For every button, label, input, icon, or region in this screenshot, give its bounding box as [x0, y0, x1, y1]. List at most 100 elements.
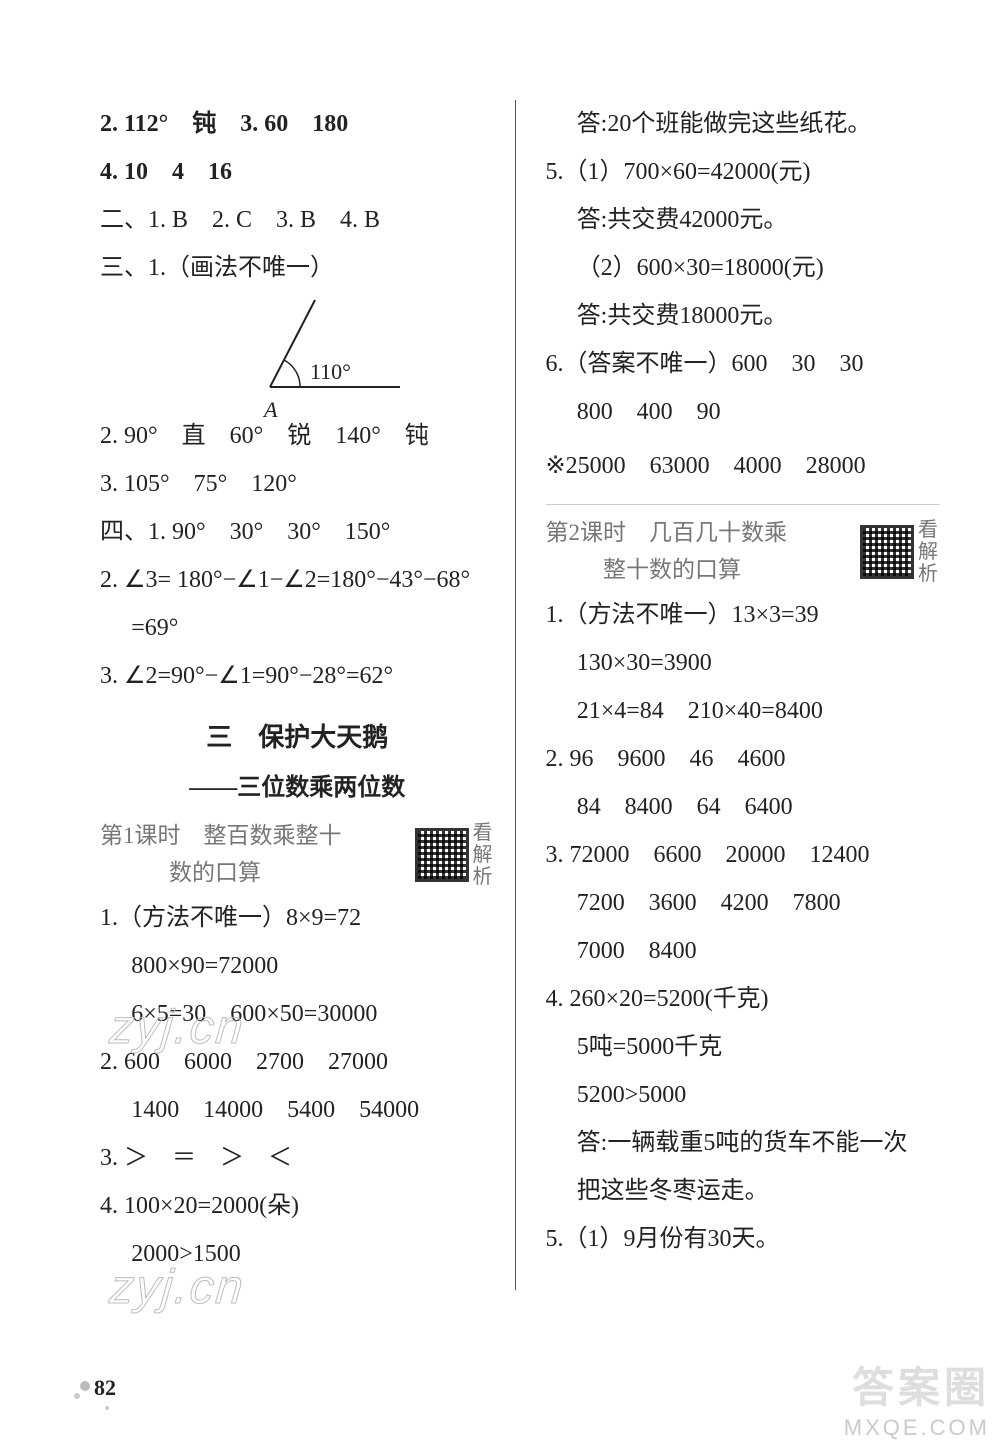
text-line: 7000 8400 [546, 927, 941, 975]
angle-degree: 110° [310, 350, 351, 394]
answer-text: 6×5=30 600×50=30000 [131, 1001, 377, 1027]
text-line: 7200 3600 4200 7800 [546, 879, 941, 927]
text-line: 把这些冬枣运走。 [546, 1167, 941, 1215]
page: 2. 112° 钝 3. 60 180 4. 10 4 16 二、1. B 2.… [0, 0, 1000, 1330]
answer-text: 4. 10 4 16 [100, 159, 232, 185]
text-line: 2. 90° 直 60° 锐 140° 钝 [100, 412, 495, 460]
lesson-title-line1: 第1课时 整百数乘整十 [100, 823, 342, 848]
qr-label: 看解析 [918, 519, 940, 585]
angle-figure: 110° A [220, 292, 440, 412]
answer-text: 1400 14000 5400 54000 [131, 1097, 419, 1123]
answer-text: 二、1. B 2. C 3. B 4. B [100, 207, 380, 233]
text-line: 答:20个班能做完这些纸花。 [546, 100, 941, 148]
left-column: 2. 112° 钝 3. 60 180 4. 10 4 16 二、1. B 2.… [100, 100, 515, 1290]
text-line: 4. 10 4 16 [100, 148, 495, 196]
text-line: 四、1. 90° 30° 30° 150° [100, 508, 495, 556]
answer-text: 2. 112° 钝 3. 60 180 [100, 111, 348, 137]
text-line: 5200>5000 [546, 1071, 941, 1119]
answer-text: 6.（答案不唯一）600 30 30 [546, 351, 864, 377]
page-number: 82 [94, 1375, 116, 1401]
answer-text: 2000>1500 [131, 1241, 241, 1267]
text-line: 2000>1500 [100, 1230, 495, 1278]
answer-text: 答:共交费42000元。 [577, 207, 788, 233]
text-line: 二、1. B 2. C 3. B 4. B [100, 196, 495, 244]
watermark-corner: 答案圈 MXQE.COM [844, 1354, 990, 1441]
lesson-title-line2: 数的口算 [100, 860, 261, 885]
answer-text: 2. 600 6000 2700 27000 [100, 1049, 388, 1075]
text-line: 6×5=30 600×50=30000 [100, 990, 495, 1038]
answer-text: 3. ∠2=90°−∠1=90°−28°=62° [100, 663, 393, 689]
qr-label: 看解析 [473, 822, 495, 888]
text-line: 2. 96 9600 46 4600 [546, 735, 941, 783]
watermark-brand: 答案圈 [844, 1354, 990, 1415]
answer-text: 2. 96 9600 46 4600 [546, 746, 786, 772]
answer-text: 3. ＞ ＝ ＞ ＜ [100, 1145, 292, 1171]
answer-text: 四、1. 90° 30° 30° 150° [100, 519, 390, 545]
text-line: 答:一辆载重5吨的货车不能一次 [546, 1119, 941, 1167]
text-line: 答:共交费42000元。 [546, 196, 941, 244]
answer-text: 4. 100×20=2000(朵) [100, 1193, 299, 1219]
text-line: 21×4=84 210×40=8400 [546, 687, 941, 735]
answer-text: 5.（1）700×60=42000(元) [546, 159, 811, 185]
answer-text: 答:一辆载重5吨的货车不能一次 [577, 1130, 908, 1156]
answer-text: 7200 3600 4200 7800 [577, 890, 841, 916]
text-line: 84 8400 64 6400 [546, 783, 941, 831]
lesson-title: 第2课时 几百几十数乘 整十数的口算 [546, 515, 861, 589]
right-column: 答:20个班能做完这些纸花。 5.（1）700×60=42000(元) 答:共交… [515, 100, 941, 1290]
qr-code-icon[interactable] [415, 828, 469, 882]
text-line: 4. 100×20=2000(朵) [100, 1182, 495, 1230]
text-line: 5.（1）9月份有30天。 [546, 1215, 941, 1263]
answer-text: 三、1.（画法不唯一） [100, 255, 334, 281]
watermark-url: MXQE.COM [844, 1415, 990, 1441]
text-line: 4. 260×20=5200(千克) [546, 975, 941, 1023]
lesson-title-line2: 整十数的口算 [546, 557, 742, 582]
text-line: 2. ∠3= 180°−∠1−∠2=180°−43°−68° [100, 556, 495, 604]
text-line: 800 400 90 [546, 388, 941, 436]
lesson-title-line1: 第2课时 几百几十数乘 [546, 520, 788, 545]
angle-vertex-label: A [264, 388, 277, 432]
text-line: 5吨=5000千克 [546, 1023, 941, 1071]
answer-text: 3. 105° 75° 120° [100, 471, 297, 497]
answer-text: 21×4=84 210×40=8400 [577, 698, 823, 724]
text-line: ※25000 63000 4000 28000 [546, 442, 941, 490]
text-line: 2. 112° 钝 3. 60 180 [100, 100, 495, 148]
answer-text: 答:20个班能做完这些纸花。 [577, 111, 872, 137]
answer-text: 84 8400 64 6400 [577, 794, 793, 820]
answer-text: 7000 8400 [577, 938, 697, 964]
lesson-header: 第2课时 几百几十数乘 整十数的口算 看解析 [546, 504, 941, 589]
answer-text: 5吨=5000千克 [577, 1034, 723, 1060]
answer-text: =69° [131, 615, 178, 641]
text-line: 1.（方法不唯一）8×9=72 [100, 894, 495, 942]
answer-text: 答:共交费18000元。 [577, 303, 788, 329]
answer-text: 1.（方法不唯一）8×9=72 [100, 905, 361, 931]
answer-text: 3. 72000 6600 20000 12400 [546, 842, 870, 868]
text-line: 3. ∠2=90°−∠1=90°−28°=62° [100, 652, 495, 700]
answer-text: （2）600×30=18000(元) [577, 255, 824, 281]
answer-text: 1.（方法不唯一）13×3=39 [546, 602, 819, 628]
text-line: 三、1.（画法不唯一） [100, 244, 495, 292]
text-line: 1400 14000 5400 54000 [100, 1086, 495, 1134]
text-line: 3. 72000 6600 20000 12400 [546, 831, 941, 879]
text-line: 130×30=3900 [546, 639, 941, 687]
text-line: 3. 105° 75° 120° [100, 460, 495, 508]
answer-text: ※25000 63000 4000 28000 [546, 453, 866, 479]
text-line: 2. 600 6000 2700 27000 [100, 1038, 495, 1086]
text-line: =69° [100, 604, 495, 652]
answer-text: 2. ∠3= 180°−∠1−∠2=180°−43°−68° [100, 567, 470, 593]
section-title: 三 保护大天鹅 [100, 712, 495, 764]
lesson-title: 第1课时 整百数乘整十 数的口算 [100, 818, 415, 892]
text-line: 答:共交费18000元。 [546, 292, 941, 340]
answer-text: 5200>5000 [577, 1082, 687, 1108]
answer-text: 130×30=3900 [577, 650, 712, 676]
text-line: （2）600×30=18000(元) [546, 244, 941, 292]
answer-text: 5.（1）9月份有30天。 [546, 1226, 780, 1252]
answer-text: 4. 260×20=5200(千克) [546, 986, 769, 1012]
lesson-header: 第1课时 整百数乘整十 数的口算 看解析 [100, 818, 495, 892]
answer-text: 800×90=72000 [131, 953, 278, 979]
section-subtitle: ——三位数乘两位数 [100, 764, 495, 812]
qr-code-icon[interactable] [860, 525, 914, 579]
text-line: 5.（1）700×60=42000(元) [546, 148, 941, 196]
text-line: 800×90=72000 [100, 942, 495, 990]
answer-text: 800 400 90 [577, 399, 721, 425]
text-line: 6.（答案不唯一）600 30 30 [546, 340, 941, 388]
